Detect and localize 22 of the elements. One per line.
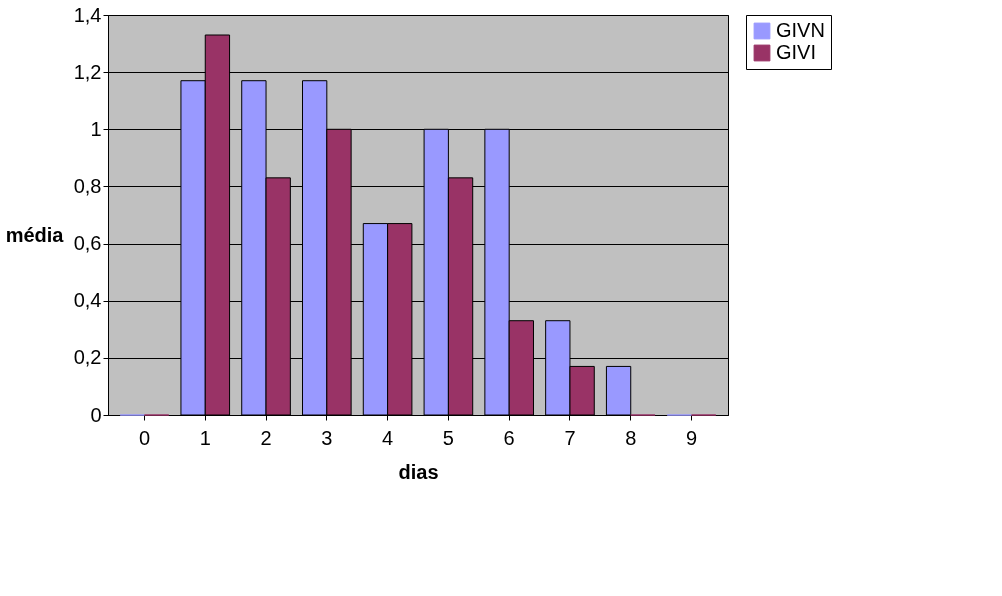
x-tick-label: 4 [382,426,394,449]
x-tick-label: 9 [685,426,698,449]
legend-label: GIVI [776,41,817,63]
x-tick-label: 1 [199,426,211,449]
y-tick-label: 1 [90,117,102,140]
x-tick-label: 8 [625,426,637,449]
y-tick-label: 0,4 [73,289,102,312]
y-tick-label: 0,6 [73,232,102,255]
x-axis-title: dias [398,460,439,483]
x-tick-label: 3 [321,426,333,449]
x-tick-label: 2 [260,426,272,449]
x-tick-label: 5 [442,426,454,449]
x-tick-label: 0 [138,426,151,449]
y-tick-label: 1,2 [73,60,102,83]
y-tick-label: 0,2 [73,346,102,369]
y-axis-title: média [5,223,65,246]
y-tick-label: 1,4 [73,3,102,26]
y-tick-label: 0 [90,403,102,426]
x-tick-label: 6 [503,426,515,449]
legend-label: GIVN [776,19,825,41]
y-tick-label: 0,8 [73,174,102,197]
x-tick-label: 7 [564,426,576,449]
